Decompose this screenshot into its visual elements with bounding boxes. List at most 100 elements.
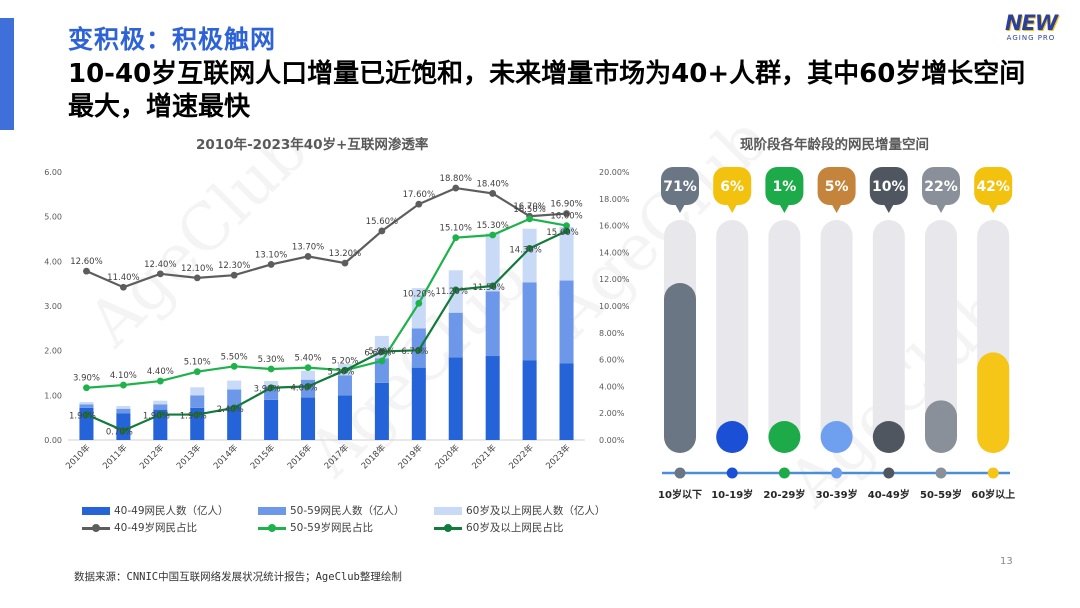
- y-right-tick-label: 18.00%: [599, 195, 630, 204]
- category-label: 10-19岁: [711, 488, 753, 501]
- logo-main: NEW: [1004, 11, 1058, 35]
- line-data-label: 16.90%: [550, 200, 582, 210]
- line-50-59-point: [156, 377, 164, 385]
- value-badge-pointer: [883, 204, 894, 213]
- bar-60: [190, 387, 205, 396]
- value-badge-pointer: [727, 204, 738, 213]
- line-50-59: [86, 217, 567, 389]
- bar-60: [522, 228, 537, 283]
- bar-60: [559, 226, 574, 281]
- line-60-point: [452, 286, 460, 294]
- legend-bar-60: 60岁及以上网民人数（亿人）: [434, 503, 605, 518]
- line-40-49-point: [193, 274, 201, 282]
- line-data-label: 15.60%: [546, 228, 578, 238]
- line-40-49: [86, 186, 567, 289]
- line-data-label: 16.70%: [513, 202, 545, 212]
- capsule-track: [820, 220, 853, 453]
- bar-50-59: [522, 282, 537, 361]
- capsule-fill: [925, 400, 957, 453]
- y-left-tick-label: 5.00: [44, 213, 62, 222]
- line-data-label: 11.40%: [107, 273, 139, 283]
- bar-40-49: [227, 406, 242, 440]
- line-data-label: 0.70%: [106, 428, 133, 438]
- line-40-49-point: [378, 227, 386, 235]
- line-data-label: 13.70%: [292, 242, 324, 252]
- value-badge-pointer: [779, 204, 790, 213]
- axis-dot: [778, 467, 790, 479]
- bar-40-49: [190, 407, 205, 440]
- value-badge: [974, 167, 1013, 205]
- line-data-label: 3.90%: [73, 374, 100, 384]
- bar-50-59: [337, 375, 352, 396]
- legend-line-60: 60岁及以上网民占比: [434, 520, 563, 535]
- line-50-59-point: [230, 362, 238, 370]
- capsule-fill: [768, 421, 801, 453]
- line-40-49-point: [230, 271, 238, 279]
- line-data-label: 5.40%: [295, 354, 322, 364]
- y-left-tick-label: 2.00: [44, 347, 62, 356]
- bar-60: [227, 380, 242, 390]
- line-60-point: [193, 411, 201, 418]
- axis-dot: [935, 467, 947, 479]
- legend-bar-40-49: 40-49网民人数（亿人）: [82, 503, 229, 518]
- axis-dot: [831, 467, 843, 479]
- line-50-59-point: [489, 231, 497, 239]
- category-label: 40-49岁: [868, 488, 910, 501]
- line-data-label: 12.60%: [70, 257, 102, 267]
- y-right-tick-label: 8.00%: [599, 329, 625, 338]
- value-badge: [661, 167, 699, 205]
- value-badge-label: 5%: [825, 179, 849, 195]
- line-50-59-point: [526, 215, 534, 223]
- bar-50-59: [448, 312, 463, 358]
- axis-dot: [987, 467, 999, 479]
- line-50-59-point: [415, 299, 423, 307]
- line-data-label: 16.00%: [550, 212, 582, 222]
- y-right-tick-label: 2.00%: [599, 409, 625, 418]
- line-data-label: 18.80%: [440, 174, 472, 184]
- line-data-label: 5.90%: [368, 347, 395, 357]
- capsule-track: [925, 220, 957, 453]
- y-left-tick-label: 6.00: [44, 168, 62, 177]
- line-data-label: 5.10%: [184, 358, 211, 368]
- line-data-label: 17.60%: [403, 190, 435, 200]
- bar-40-49: [485, 356, 500, 440]
- line-data-label: 3.90%: [254, 385, 281, 395]
- line-60-point: [230, 404, 238, 412]
- capsule-track: [768, 220, 801, 453]
- category-label: 10岁以下: [658, 488, 702, 501]
- bar-60: [79, 402, 94, 405]
- category-label: 30-39岁: [816, 488, 858, 501]
- line-data-label: 13.10%: [255, 250, 287, 260]
- line-data-label: 6.70%: [401, 347, 428, 357]
- legend-line-50-59: 50-59岁网民占比: [258, 520, 373, 535]
- bar-40-49: [337, 395, 352, 440]
- bar-40-49: [374, 382, 389, 440]
- category-label: 60岁以上: [971, 488, 1015, 501]
- value-badge: [869, 167, 908, 205]
- value-badge-pointer: [831, 204, 842, 213]
- value-badge: [922, 167, 960, 205]
- line-data-label: 10.20%: [403, 289, 435, 299]
- y-left-tick-label: 0.00: [44, 436, 62, 445]
- line-50-59-point: [267, 365, 275, 373]
- line-data-label: 4.40%: [147, 367, 174, 377]
- line-data-label: 4.00%: [291, 383, 318, 393]
- bar-50-59: [374, 358, 389, 383]
- line-data-label: 18.40%: [476, 179, 508, 189]
- line-50-59-point: [83, 384, 90, 392]
- source-note: 数据来源：CNNIC中国互联网络发展状况统计报告；AgeClub整理绘制: [74, 571, 402, 583]
- value-badge: [713, 167, 752, 205]
- brand-logo: NEW AGING PRO: [998, 12, 1064, 42]
- line-data-label: 15.60%: [366, 217, 398, 227]
- value-badge-pointer: [988, 204, 999, 213]
- page-number: 13: [1000, 556, 1013, 567]
- y-right-tick-label: 12.00%: [599, 275, 630, 284]
- capsule-fill: [872, 421, 905, 453]
- bar-50-59: [227, 389, 242, 407]
- value-badge-pointer: [675, 204, 685, 213]
- line-data-label: 2.40%: [217, 405, 244, 415]
- bar-50-59: [190, 395, 205, 408]
- capsule-track: [716, 220, 749, 453]
- line-50-59-point: [119, 381, 127, 389]
